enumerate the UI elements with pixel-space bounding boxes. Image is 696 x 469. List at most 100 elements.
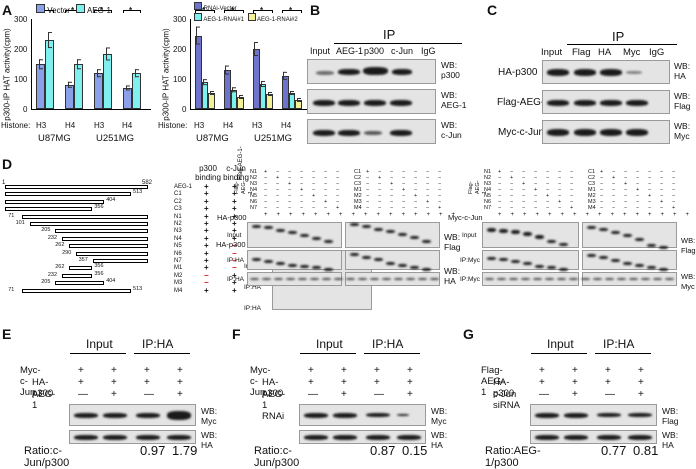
wb-target: HA bbox=[431, 440, 443, 450]
panel-label-f: F bbox=[232, 326, 241, 342]
sign: − bbox=[600, 193, 604, 199]
band bbox=[564, 412, 588, 418]
sign: − bbox=[312, 199, 316, 205]
construct-start: 262 bbox=[55, 264, 65, 271]
sign: − bbox=[402, 199, 406, 205]
band bbox=[523, 232, 532, 236]
sign: + bbox=[572, 389, 578, 400]
sign: − bbox=[600, 205, 604, 211]
sign: − bbox=[426, 193, 430, 199]
bar bbox=[45, 40, 54, 109]
histone-label: Histone: bbox=[158, 121, 188, 130]
sign: + bbox=[264, 169, 268, 175]
sign: + bbox=[374, 377, 380, 388]
row-label: c-Jun siRNA bbox=[493, 389, 520, 411]
bar bbox=[295, 100, 302, 109]
sign: − bbox=[570, 187, 574, 193]
group-label: H3 bbox=[194, 121, 205, 130]
sign: − bbox=[426, 187, 430, 193]
sign: − bbox=[510, 193, 514, 199]
group-label: H4 bbox=[65, 121, 76, 130]
band bbox=[511, 260, 520, 263]
cjun-binding: + bbox=[232, 182, 237, 191]
blot-top bbox=[299, 404, 426, 426]
sign: + bbox=[610, 212, 615, 218]
sign: − bbox=[414, 181, 418, 187]
construct-start: 101 bbox=[15, 220, 25, 226]
sign: + bbox=[407, 389, 413, 400]
band bbox=[623, 262, 632, 265]
wb-label: WB: HA bbox=[201, 430, 217, 450]
band bbox=[264, 226, 273, 229]
hat-activity-chart-overexpression: p300-IP HAT activity(cpm) 300 200 100 0 … bbox=[0, 0, 180, 150]
sign: − bbox=[510, 181, 514, 187]
band bbox=[262, 278, 271, 280]
error-bar bbox=[134, 68, 139, 78]
band bbox=[288, 264, 297, 267]
band bbox=[350, 223, 359, 226]
construct-name: N2 bbox=[174, 221, 182, 227]
band bbox=[487, 228, 496, 232]
band bbox=[374, 228, 383, 231]
cjun-binding: + bbox=[232, 196, 237, 206]
sign: + bbox=[111, 377, 117, 388]
sign: − bbox=[336, 169, 340, 175]
sign: + bbox=[638, 377, 644, 388]
divider bbox=[531, 353, 587, 354]
band bbox=[659, 246, 668, 249]
lane-ip-ha-2: IP:HA bbox=[244, 305, 261, 312]
sign: − bbox=[438, 169, 442, 175]
panel-label-c: C bbox=[487, 2, 498, 18]
band bbox=[535, 412, 559, 418]
row-label: N4 bbox=[484, 187, 492, 193]
wb-prefix: WB: bbox=[431, 406, 448, 416]
significance-bracket bbox=[224, 10, 244, 13]
band bbox=[659, 268, 668, 271]
sign: − bbox=[426, 205, 430, 211]
ip-header: IP bbox=[612, 29, 625, 44]
band bbox=[334, 278, 343, 280]
group-label: H3 bbox=[94, 121, 105, 130]
sign: − bbox=[324, 169, 328, 175]
sign: + bbox=[498, 212, 502, 218]
band bbox=[300, 265, 309, 268]
sign: — bbox=[605, 389, 615, 400]
sign: − bbox=[498, 175, 502, 181]
sign: − bbox=[312, 181, 316, 187]
sign: + bbox=[560, 212, 565, 218]
bar bbox=[208, 92, 215, 109]
lane-label: IgG bbox=[421, 46, 436, 56]
construct-end: 513 bbox=[133, 285, 143, 292]
sign: − bbox=[276, 205, 280, 211]
construct-bar bbox=[5, 192, 132, 197]
construct-end: 513 bbox=[133, 189, 143, 196]
construct-bar bbox=[69, 244, 148, 249]
sign: − bbox=[300, 175, 304, 181]
plot-area: * * * * bbox=[190, 6, 309, 110]
p300-binding: + bbox=[204, 189, 209, 199]
band bbox=[398, 264, 407, 267]
sign: − bbox=[378, 181, 382, 187]
sign: + bbox=[308, 377, 314, 388]
band bbox=[322, 278, 331, 280]
sign: − bbox=[414, 169, 418, 175]
cjun-binding: + bbox=[232, 211, 237, 221]
sign: + bbox=[585, 212, 590, 218]
lane-label: c-Jun bbox=[391, 46, 414, 56]
band bbox=[274, 278, 283, 280]
ip-header: IP bbox=[383, 27, 396, 42]
row-label: N3 bbox=[250, 181, 258, 187]
sign: − bbox=[546, 181, 550, 187]
y-tick-300: 300 bbox=[173, 15, 187, 24]
sign: − bbox=[558, 187, 562, 193]
construct-start: 232 bbox=[47, 271, 58, 278]
sign: + bbox=[324, 199, 328, 205]
y-tick-0: 0 bbox=[182, 105, 187, 114]
error-bar bbox=[225, 65, 230, 75]
row-label: M2 bbox=[588, 193, 596, 199]
row-label: M1 bbox=[588, 187, 596, 193]
error-bar bbox=[261, 80, 265, 87]
sign: − bbox=[312, 187, 316, 193]
sign: + bbox=[539, 365, 545, 376]
wb-label: WB: Myc bbox=[201, 406, 217, 426]
